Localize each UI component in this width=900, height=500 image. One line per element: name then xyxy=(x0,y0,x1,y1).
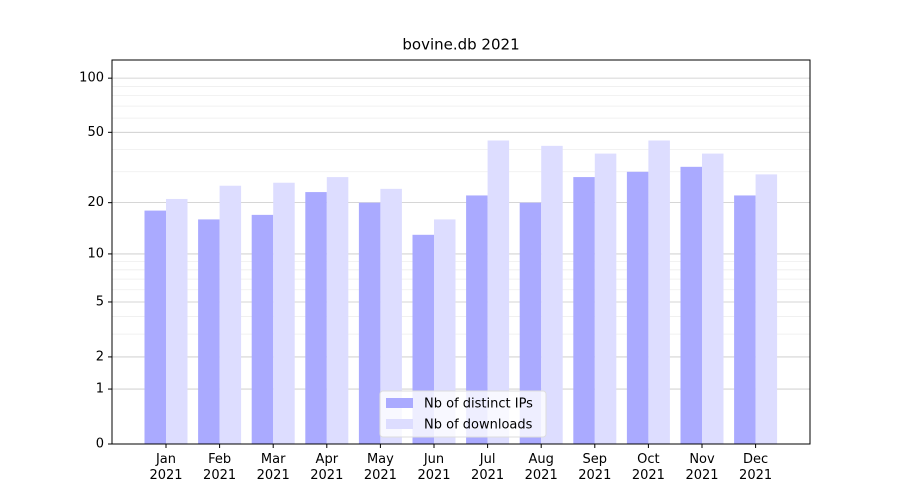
bar xyxy=(541,145,563,444)
x-tick-label: Oct 2021 xyxy=(631,452,665,483)
bar xyxy=(519,202,542,444)
x-tick-label: Nov 2021 xyxy=(685,452,719,483)
bar xyxy=(198,219,220,444)
y-tick-label: 2 xyxy=(96,349,104,364)
x-tick-label: Aug 2021 xyxy=(524,452,558,483)
bar xyxy=(219,185,242,445)
legend: Nb of distinct IPs Nb of downloads xyxy=(379,390,547,438)
plot-frame xyxy=(111,59,811,445)
bar xyxy=(380,188,402,444)
x-tick-label: May 2021 xyxy=(363,452,397,483)
bar xyxy=(755,174,778,445)
bar xyxy=(305,192,327,444)
x-tick-label: Feb 2021 xyxy=(203,452,237,483)
legend-label: Nb of distinct IPs xyxy=(424,397,533,412)
legend-swatch xyxy=(386,398,413,408)
bar xyxy=(273,182,295,444)
x-tick-label: Jan 2021 xyxy=(149,452,183,483)
bar xyxy=(487,140,510,445)
bar xyxy=(648,140,670,445)
x-tick-label: Dec 2021 xyxy=(739,452,773,483)
y-tick-label: 0 xyxy=(96,437,104,452)
bar xyxy=(326,177,349,445)
bar xyxy=(680,166,702,444)
y-tick-label: 5 xyxy=(96,294,104,309)
bar xyxy=(144,210,166,444)
x-tick-label: Jul 2021 xyxy=(471,452,505,483)
y-tick-label: 100 xyxy=(79,71,104,86)
bar xyxy=(734,195,756,444)
legend-swatch xyxy=(386,419,413,429)
bar xyxy=(358,202,381,444)
bar xyxy=(251,214,274,444)
y-tick-label: 1 xyxy=(96,382,104,397)
legend-box xyxy=(379,390,547,438)
x-tick-label: Sep 2021 xyxy=(578,452,612,483)
x-tick-label: Apr 2021 xyxy=(310,452,344,483)
y-tick-label: 50 xyxy=(87,125,104,140)
chart-title: bovine.db 2021 xyxy=(402,36,519,54)
y-tick-label: 10 xyxy=(87,246,104,261)
bar xyxy=(166,198,188,444)
bar xyxy=(594,153,617,444)
x-tick-label: Mar 2021 xyxy=(256,452,290,483)
bar xyxy=(702,153,724,444)
bar xyxy=(466,195,488,444)
bar xyxy=(573,177,595,445)
legend-label: Nb of downloads xyxy=(424,418,533,433)
bar xyxy=(434,219,456,444)
x-tick-label: Jun 2021 xyxy=(417,452,451,483)
y-tick-label: 20 xyxy=(87,195,104,210)
bar xyxy=(626,171,649,444)
